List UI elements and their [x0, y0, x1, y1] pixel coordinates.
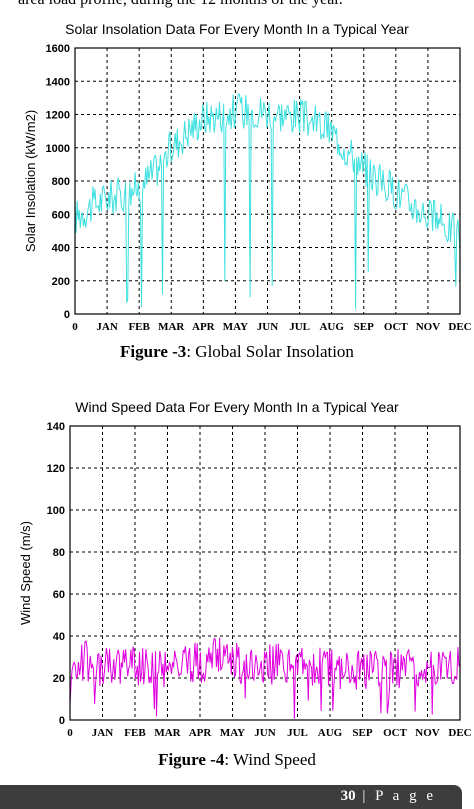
- figure-3-caption: Figure -3: Global Solar Insolation: [0, 342, 474, 362]
- y-axis-label: Wind Speed (m/s): [18, 521, 33, 625]
- x-tick-label: FEB: [124, 727, 146, 739]
- y-tick-label: 100: [47, 505, 65, 517]
- x-tick-label: FEB: [128, 321, 150, 333]
- x-tick-label: 0: [72, 321, 78, 333]
- x-tick-label: MAY: [223, 321, 248, 333]
- y-tick-label: 1400: [46, 76, 70, 88]
- page-label: | P a g e: [355, 788, 436, 804]
- y-tick-label: 60: [53, 589, 65, 601]
- x-tick-label: JAN: [96, 321, 117, 333]
- series-trace: [69, 637, 461, 719]
- x-tick-label: JUL: [287, 727, 308, 739]
- x-tick-label: AUG: [318, 727, 343, 739]
- series-trace: [74, 93, 461, 310]
- grid: [75, 48, 460, 314]
- x-tick-label: NOV: [416, 321, 441, 333]
- figure-4-caption: Figure -4: Wind Speed: [0, 750, 474, 770]
- y-tick-label: 80: [53, 547, 65, 559]
- y-tick-label: 1200: [46, 110, 70, 122]
- x-tick-label: MAR: [158, 321, 185, 333]
- y-tick-label: 800: [52, 176, 70, 188]
- x-tick-label: AUG: [319, 321, 344, 333]
- x-tick-label: JUN: [257, 321, 278, 333]
- plot-frame: [69, 425, 461, 721]
- chart-2-title: Wind Speed Data For Every Month In a Typ…: [75, 399, 399, 415]
- y-tick-label: 1600: [46, 43, 70, 55]
- y-tick-label: 20: [53, 673, 65, 685]
- intro-text: area load profile, during the 12 months …: [0, 0, 474, 9]
- x-tick-label: JUN: [254, 727, 275, 739]
- x-tick-label: OCT: [383, 727, 408, 739]
- x-tick-label: JAN: [92, 727, 113, 739]
- x-tick-label: MAR: [154, 727, 181, 739]
- page-footer: 30 | P a g e: [0, 785, 462, 809]
- page-number-label: 30 | P a g e: [341, 788, 436, 805]
- x-tick-label: 0: [67, 727, 73, 739]
- y-tick-label: 120: [47, 463, 65, 475]
- figure-4-label: Figure -4: [158, 750, 225, 769]
- x-tick-label: SEP: [352, 727, 372, 739]
- figure-3-label: Figure -3: [120, 342, 187, 361]
- y-tick-label: 0: [59, 715, 65, 727]
- x-tick-label: NOV: [415, 727, 440, 739]
- wind-chart-svg: 0 20 40 60 80 100 120 140 0 JAN FEB MAR APR MAY JUN JUL…: [18, 421, 472, 739]
- x-tick-label: SEP: [354, 321, 374, 333]
- grid: [70, 426, 460, 720]
- x-tick-label: OCT: [384, 321, 409, 333]
- figure-3-text: : Global Solar Insolation: [186, 342, 354, 361]
- y-tick-label: 0: [64, 309, 70, 321]
- x-tick-label: APR: [192, 321, 216, 333]
- x-tick-label: MAY: [220, 727, 245, 739]
- y-tick-label: 600: [52, 209, 70, 221]
- solar-chart-svg: 0 200 400 600 800 1000 1200 1400 1600 0 JAN FEB MAR A…: [23, 43, 472, 333]
- y-tick-label: 1000: [46, 143, 70, 155]
- page-number: 30: [340, 788, 356, 804]
- chart-1-title: Solar Insolation Data For Every Month In…: [65, 21, 409, 37]
- y-tick-label: 140: [47, 421, 65, 433]
- solar-chart: 0 200 400 600 800 1000 1200 1400 1600 0 JAN FEB MAR A…: [0, 38, 474, 336]
- x-tick-label: DEC: [448, 727, 471, 739]
- figure-4-text: : Wind Speed: [224, 750, 316, 769]
- x-tick-label: JUL: [289, 321, 310, 333]
- x-tick-label: APR: [189, 727, 213, 739]
- y-tick-label: 40: [53, 631, 65, 643]
- y-axis-label: Solar Insolation (kW/m2): [23, 110, 38, 252]
- y-tick-label: 200: [52, 276, 70, 288]
- plot-frame: [74, 47, 461, 315]
- y-tick-label: 400: [52, 243, 70, 255]
- wind-chart: 0 20 40 60 80 100 120 140 0 JAN FEB MAR APR MAY JUN JUL…: [0, 418, 474, 740]
- x-tick-label: DEC: [448, 321, 471, 333]
